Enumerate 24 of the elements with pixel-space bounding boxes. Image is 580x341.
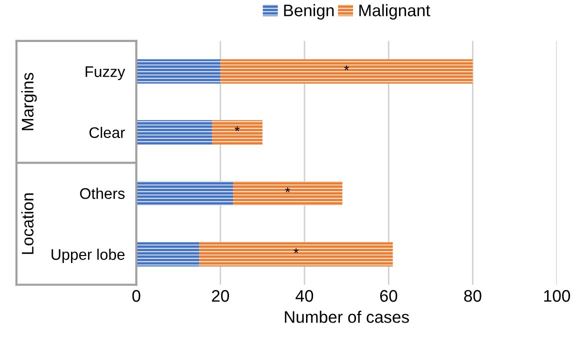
text: Location xyxy=(21,193,34,254)
bar xyxy=(136,120,212,145)
y-tick-label: Fuzzy xyxy=(86,66,126,80)
bar xyxy=(220,59,473,84)
y-tick-label: Clear xyxy=(89,126,125,138)
bar xyxy=(199,242,393,266)
y-tick-label: Upper lobe xyxy=(52,248,125,263)
bar xyxy=(233,181,342,206)
bar xyxy=(136,242,200,266)
bar xyxy=(212,120,262,145)
legend-label: Benign xyxy=(284,4,334,20)
x-tick-label: 80 xyxy=(464,290,482,302)
x-axis-title: Number of cases xyxy=(284,310,409,323)
y-tick-label: Others xyxy=(80,188,125,199)
x-tick-label: 20 xyxy=(212,290,230,302)
x-tick-label: 60 xyxy=(380,290,398,302)
annotation: * xyxy=(285,187,290,192)
bar xyxy=(136,59,220,84)
bar xyxy=(136,181,234,206)
x-tick-label: 40 xyxy=(296,290,314,302)
text: Margins xyxy=(21,72,37,130)
x-tick-label: 100 xyxy=(544,290,570,302)
x-tick-label: 0 xyxy=(132,290,140,302)
legend-label: Malignant xyxy=(359,4,430,20)
